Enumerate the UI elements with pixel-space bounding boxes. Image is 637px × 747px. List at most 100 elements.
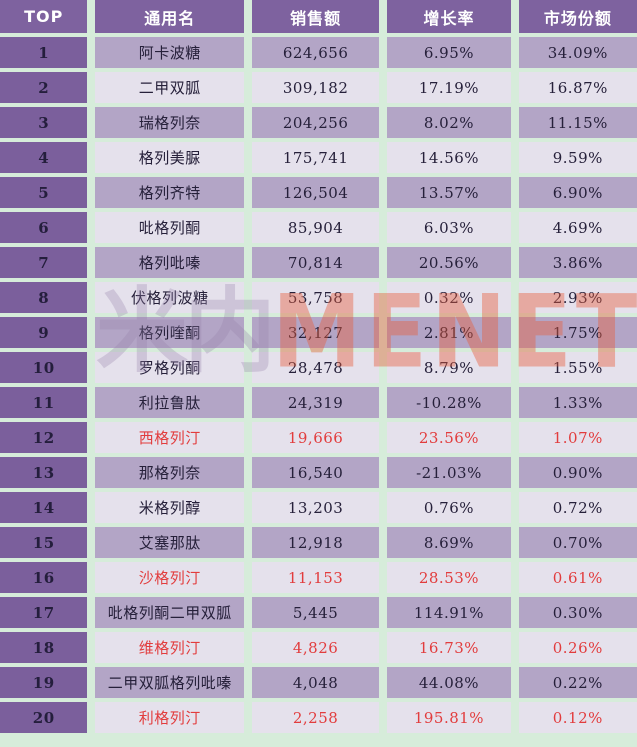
share-cell: 0.26% xyxy=(518,632,637,663)
sales-cell: 175,741 xyxy=(251,142,380,173)
growth-cell: 0.76% xyxy=(387,492,511,523)
table-row: 1 阿卡波糖 624,656 6.95% 34.09% xyxy=(0,37,637,68)
share-cell: 0.90% xyxy=(518,457,637,488)
growth-cell: 8.69% xyxy=(387,527,511,558)
drug-name-cell: 格列齐特 xyxy=(95,177,244,208)
rank-cell: 16 xyxy=(0,562,88,593)
column-header-sales: 销售额 xyxy=(251,0,380,33)
drug-name-cell: 格列喹酮 xyxy=(95,317,244,348)
sales-cell: 4,048 xyxy=(251,667,380,698)
drug-name-cell: 瑞格列奈 xyxy=(95,107,244,138)
sales-cell: 12,918 xyxy=(251,527,380,558)
sales-cell: 309,182 xyxy=(251,72,380,103)
table-row: 16 沙格列汀 11,153 28.53% 0.61% xyxy=(0,562,637,593)
drug-name-cell: 阿卡波糖 xyxy=(95,37,244,68)
growth-cell: 0.32% xyxy=(387,282,511,313)
share-cell: 6.90% xyxy=(518,177,637,208)
table-row: 17 吡格列酮二甲双胍 5,445 114.91% 0.30% xyxy=(0,597,637,628)
sales-cell: 4,826 xyxy=(251,632,380,663)
drug-name-cell: 伏格列波糖 xyxy=(95,282,244,313)
share-cell: 1.55% xyxy=(518,352,637,383)
sales-cell: 16,540 xyxy=(251,457,380,488)
sales-cell: 28,478 xyxy=(251,352,380,383)
rank-cell: 8 xyxy=(0,282,88,313)
sales-cell: 24,319 xyxy=(251,387,380,418)
sales-cell: 85,904 xyxy=(251,212,380,243)
table-row: 12 西格列汀 19,666 23.56% 1.07% xyxy=(0,422,637,453)
sales-cell: 13,203 xyxy=(251,492,380,523)
drug-name-cell: 利格列汀 xyxy=(95,702,244,733)
share-cell: 34.09% xyxy=(518,37,637,68)
table-body: 1 阿卡波糖 624,656 6.95% 34.09% 2 二甲双胍 309,1… xyxy=(0,37,637,733)
growth-cell: 44.08% xyxy=(387,667,511,698)
drug-name-cell: 吡格列酮 xyxy=(95,212,244,243)
growth-cell: 2.81% xyxy=(387,317,511,348)
drug-name-cell: 二甲双胍格列吡嗪 xyxy=(95,667,244,698)
drug-name-cell: 二甲双胍 xyxy=(95,72,244,103)
table-row: 18 维格列汀 4,826 16.73% 0.26% xyxy=(0,632,637,663)
table-row: 14 米格列醇 13,203 0.76% 0.72% xyxy=(0,492,637,523)
growth-cell: 14.56% xyxy=(387,142,511,173)
share-cell: 0.70% xyxy=(518,527,637,558)
sales-cell: 11,153 xyxy=(251,562,380,593)
growth-cell: -10.28% xyxy=(387,387,511,418)
growth-cell: 20.56% xyxy=(387,247,511,278)
column-header-name: 通用名 xyxy=(95,0,244,33)
table-row: 3 瑞格列奈 204,256 8.02% 11.15% xyxy=(0,107,637,138)
share-cell: 2.93% xyxy=(518,282,637,313)
growth-cell: 23.56% xyxy=(387,422,511,453)
sales-cell: 70,814 xyxy=(251,247,380,278)
rank-cell: 14 xyxy=(0,492,88,523)
sales-cell: 32,127 xyxy=(251,317,380,348)
sales-cell: 204,256 xyxy=(251,107,380,138)
share-cell: 0.12% xyxy=(518,702,637,733)
drug-name-cell: 艾塞那肽 xyxy=(95,527,244,558)
table-row: 11 利拉鲁肽 24,319 -10.28% 1.33% xyxy=(0,387,637,418)
drug-name-cell: 维格列汀 xyxy=(95,632,244,663)
column-header-growth: 增长率 xyxy=(387,0,511,33)
drug-name-cell: 利拉鲁肽 xyxy=(95,387,244,418)
rank-cell: 10 xyxy=(0,352,88,383)
column-header-share: 市场份额 xyxy=(518,0,637,33)
drug-name-cell: 米格列醇 xyxy=(95,492,244,523)
share-cell: 16.87% xyxy=(518,72,637,103)
sales-cell: 624,656 xyxy=(251,37,380,68)
drug-name-cell: 罗格列酮 xyxy=(95,352,244,383)
drug-name-cell: 西格列汀 xyxy=(95,422,244,453)
sales-cell: 126,504 xyxy=(251,177,380,208)
growth-cell: -21.03% xyxy=(387,457,511,488)
rank-cell: 11 xyxy=(0,387,88,418)
rank-cell: 5 xyxy=(0,177,88,208)
table-row: 6 吡格列酮 85,904 6.03% 4.69% xyxy=(0,212,637,243)
rank-cell: 17 xyxy=(0,597,88,628)
table-row: 13 那格列奈 16,540 -21.03% 0.90% xyxy=(0,457,637,488)
drug-name-cell: 吡格列酮二甲双胍 xyxy=(95,597,244,628)
table-row: 5 格列齐特 126,504 13.57% 6.90% xyxy=(0,177,637,208)
growth-cell: 8.79% xyxy=(387,352,511,383)
table-header: TOP 通用名 销售额 增长率 市场份额 xyxy=(0,0,637,33)
growth-cell: 195.81% xyxy=(387,702,511,733)
growth-cell: 8.02% xyxy=(387,107,511,138)
drug-name-cell: 格列吡嗪 xyxy=(95,247,244,278)
share-cell: 0.30% xyxy=(518,597,637,628)
sales-cell: 19,666 xyxy=(251,422,380,453)
growth-cell: 114.91% xyxy=(387,597,511,628)
rank-cell: 4 xyxy=(0,142,88,173)
rank-cell: 19 xyxy=(0,667,88,698)
table-row: 10 罗格列酮 28,478 8.79% 1.55% xyxy=(0,352,637,383)
sales-cell: 5,445 xyxy=(251,597,380,628)
growth-cell: 6.95% xyxy=(387,37,511,68)
growth-cell: 17.19% xyxy=(387,72,511,103)
sales-cell: 2,258 xyxy=(251,702,380,733)
share-cell: 0.72% xyxy=(518,492,637,523)
drug-name-cell: 格列美脲 xyxy=(95,142,244,173)
growth-cell: 6.03% xyxy=(387,212,511,243)
share-cell: 4.69% xyxy=(518,212,637,243)
rank-cell: 3 xyxy=(0,107,88,138)
rank-cell: 7 xyxy=(0,247,88,278)
rank-cell: 2 xyxy=(0,72,88,103)
drug-name-cell: 那格列奈 xyxy=(95,457,244,488)
column-header-top: TOP xyxy=(0,0,88,33)
